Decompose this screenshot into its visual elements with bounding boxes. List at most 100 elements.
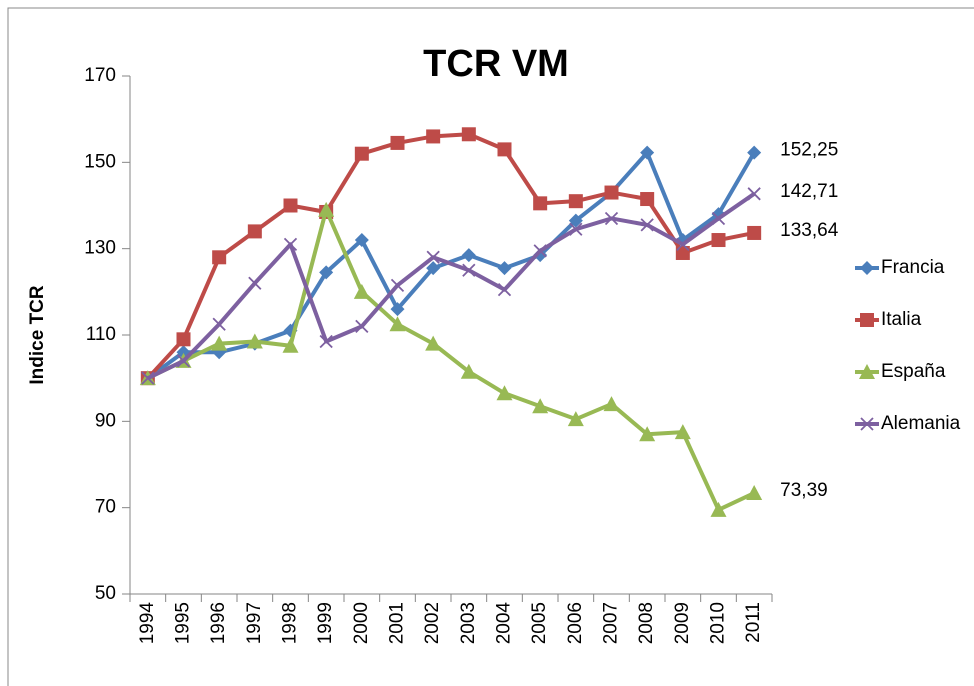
point (390, 135, 405, 150)
legend-marker (859, 364, 875, 379)
x-tick-label: 2011 (743, 602, 764, 643)
x-tick-label: 1998 (280, 602, 301, 644)
x-tick-label: 2009 (672, 602, 693, 644)
point (212, 317, 226, 331)
point (568, 213, 583, 228)
point (567, 411, 584, 427)
point (496, 385, 513, 401)
point (675, 245, 690, 260)
point (426, 250, 440, 264)
legend-label: España (881, 361, 946, 382)
point (676, 237, 690, 251)
data-label: 152,25 (780, 140, 838, 161)
point (460, 363, 477, 379)
point (640, 218, 654, 232)
data-label: 142,71 (780, 181, 838, 202)
x-tick-label: 2005 (529, 602, 550, 644)
legend-label: Alemania (881, 413, 961, 434)
point (569, 222, 583, 236)
point (355, 319, 369, 334)
point (461, 248, 476, 263)
x-tick-label: 2008 (636, 602, 657, 644)
point (426, 261, 441, 276)
x-tick-label: 2002 (422, 602, 443, 644)
data-label: 73,39 (780, 480, 828, 501)
chart-title: TCR VM (423, 43, 569, 85)
legend-marker (860, 313, 874, 327)
point (604, 185, 619, 200)
series-line (146, 207, 756, 512)
point (747, 187, 761, 201)
point (389, 316, 406, 332)
point (247, 224, 262, 239)
point (246, 333, 263, 349)
x-tick-label: 1999 (315, 602, 336, 644)
point (462, 263, 476, 277)
point (141, 371, 155, 385)
point (711, 233, 726, 248)
point (497, 142, 512, 157)
point (604, 211, 619, 226)
point (354, 233, 369, 248)
point (390, 278, 405, 292)
data-label: 133,64 (780, 220, 839, 241)
point (319, 265, 334, 280)
point (461, 127, 476, 142)
point (283, 198, 298, 213)
y-tick-label: 90 (95, 410, 116, 431)
point (747, 225, 762, 240)
x-tick-label: 1997 (244, 602, 265, 644)
y-axis-title: Indice TCR (27, 285, 48, 385)
point (390, 302, 405, 317)
chart-frame (7, 7, 974, 686)
point (425, 335, 442, 351)
y-tick-label: 110 (86, 324, 116, 345)
x-tick-label: 1995 (173, 602, 194, 644)
point (568, 194, 583, 209)
point (176, 332, 191, 347)
y-tick-label: 50 (95, 583, 116, 604)
y-tick-label: 150 (84, 151, 116, 172)
point (212, 250, 227, 265)
point (319, 334, 333, 349)
series-line (146, 192, 756, 380)
point (353, 283, 370, 299)
legend-marker (860, 417, 874, 431)
point (532, 398, 549, 414)
y-tick-label: 130 (84, 238, 116, 259)
point (318, 201, 335, 217)
point (282, 337, 299, 353)
point (176, 354, 191, 368)
legend-marker (860, 261, 874, 275)
point (533, 244, 547, 258)
point (710, 501, 727, 517)
x-tick-label: 2010 (708, 602, 729, 644)
point (674, 424, 691, 440)
point (283, 237, 298, 251)
point (533, 196, 548, 211)
x-tick-label: 1994 (137, 602, 158, 645)
x-tick-label: 1996 (208, 602, 229, 644)
legend-label: Italia (881, 309, 922, 330)
y-tick-label: 70 (95, 497, 116, 518)
point (497, 283, 512, 297)
y-tick-label: 170 (84, 65, 116, 86)
point (426, 129, 441, 144)
x-tick-label: 2004 (494, 602, 515, 645)
x-tick-label: 2006 (565, 602, 586, 644)
point (747, 145, 762, 160)
point (640, 145, 655, 160)
point (603, 396, 620, 412)
x-tick-label: 2000 (351, 602, 372, 644)
point (211, 335, 228, 351)
point (639, 426, 656, 442)
point (497, 261, 512, 276)
point (533, 248, 548, 263)
legend-label: Francia (881, 257, 945, 278)
x-tick-label: 2001 (387, 602, 408, 644)
x-tick-label: 2003 (458, 602, 479, 644)
point (248, 276, 262, 290)
point (640, 192, 655, 207)
point (711, 211, 726, 226)
